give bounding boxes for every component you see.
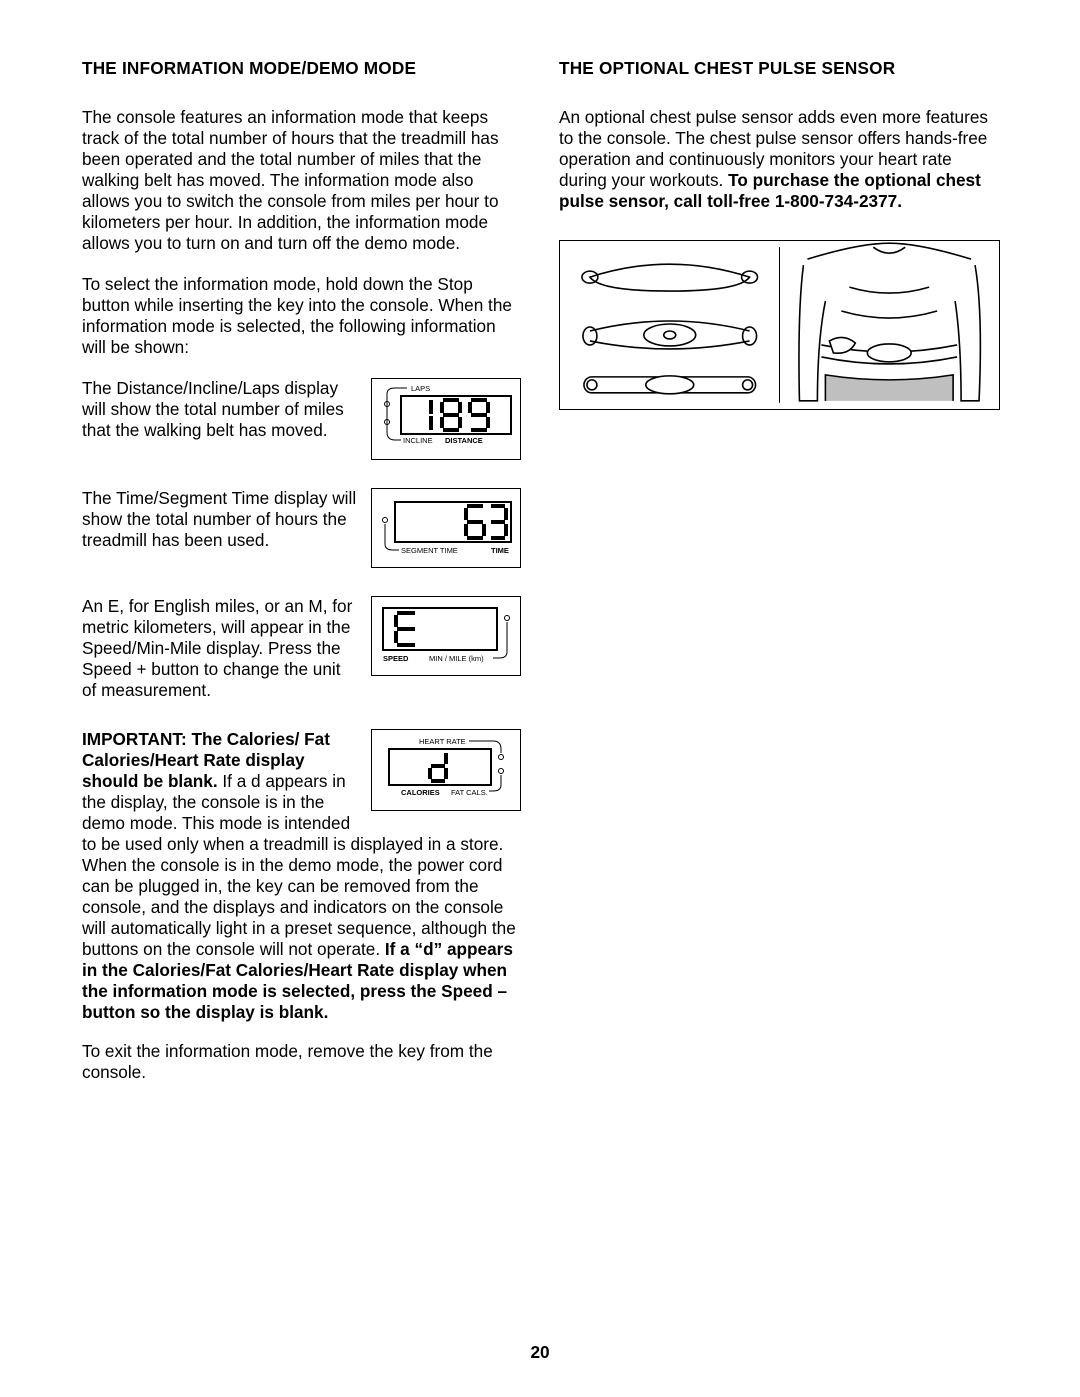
- lcd-distance-icon: LAPS INCLINE DISTANCE: [371, 378, 521, 460]
- page-number: 20: [0, 1342, 1080, 1363]
- lcd4-calories-label: CALORIES: [401, 788, 440, 797]
- row-speed: An E, for English miles, or an M, for me…: [82, 596, 521, 701]
- exit-paragraph: To exit the information mode, remove the…: [82, 1041, 521, 1083]
- lcd1-laps-label: LAPS: [411, 384, 430, 393]
- left-intro-2: To select the information mode, hold dow…: [82, 274, 521, 358]
- row-distance-text: The Distance/Incline/Laps display will s…: [82, 378, 357, 441]
- lcd3-minmile-label: MIN / MILE (km): [429, 654, 484, 663]
- important-block: IMPORTANT: The Calories/ Fat Calories/He…: [82, 729, 521, 1023]
- right-column: THE OPTIONAL CHEST PULSE SENSOR An optio…: [559, 58, 998, 1102]
- two-column-layout: THE INFORMATION MODE/DEMO MODE The conso…: [82, 58, 998, 1102]
- lcd-time-icon: SEGMENT TIME TIME: [371, 488, 521, 568]
- manual-page: THE INFORMATION MODE/DEMO MODE The conso…: [0, 0, 1080, 1397]
- row-speed-text: An E, for English miles, or an M, for me…: [82, 596, 357, 701]
- left-intro-1: The console features an information mode…: [82, 107, 521, 254]
- chest-sensor-illustration: [559, 240, 1000, 410]
- lcd-heartrate-icon: HEART RATE CALORIES FAT CALS.: [371, 729, 521, 811]
- lcd4-heart-label: HEART RATE: [419, 737, 466, 746]
- important-continuation: to be used only when a treadmill is disp…: [82, 834, 521, 1023]
- right-heading: THE OPTIONAL CHEST PULSE SENSOR: [559, 58, 998, 79]
- row-distance: The Distance/Incline/Laps display will s…: [82, 378, 521, 460]
- lcd1-incline-label: INCLINE: [403, 436, 433, 445]
- lcd4-fatcals-label: FAT CALS.: [451, 788, 488, 797]
- lcd2-segtime-label: SEGMENT TIME: [401, 546, 458, 555]
- left-heading: THE INFORMATION MODE/DEMO MODE: [82, 58, 521, 79]
- lcd1-distance-label: DISTANCE: [445, 436, 483, 445]
- left-column: THE INFORMATION MODE/DEMO MODE The conso…: [82, 58, 521, 1102]
- lcd2-time-label: TIME: [491, 546, 509, 555]
- important-lead: IMPORTANT: The Calories/ Fat Calories/He…: [82, 729, 357, 834]
- lcd-speed-icon: SPEED MIN / MILE (km): [371, 596, 521, 676]
- row-time: The Time/Segment Time dis­play will show…: [82, 488, 521, 568]
- right-paragraph: An optional chest pulse sensor adds even…: [559, 107, 998, 212]
- row-time-text: The Time/Segment Time dis­play will show…: [82, 488, 357, 551]
- lcd3-speed-label: SPEED: [383, 654, 409, 663]
